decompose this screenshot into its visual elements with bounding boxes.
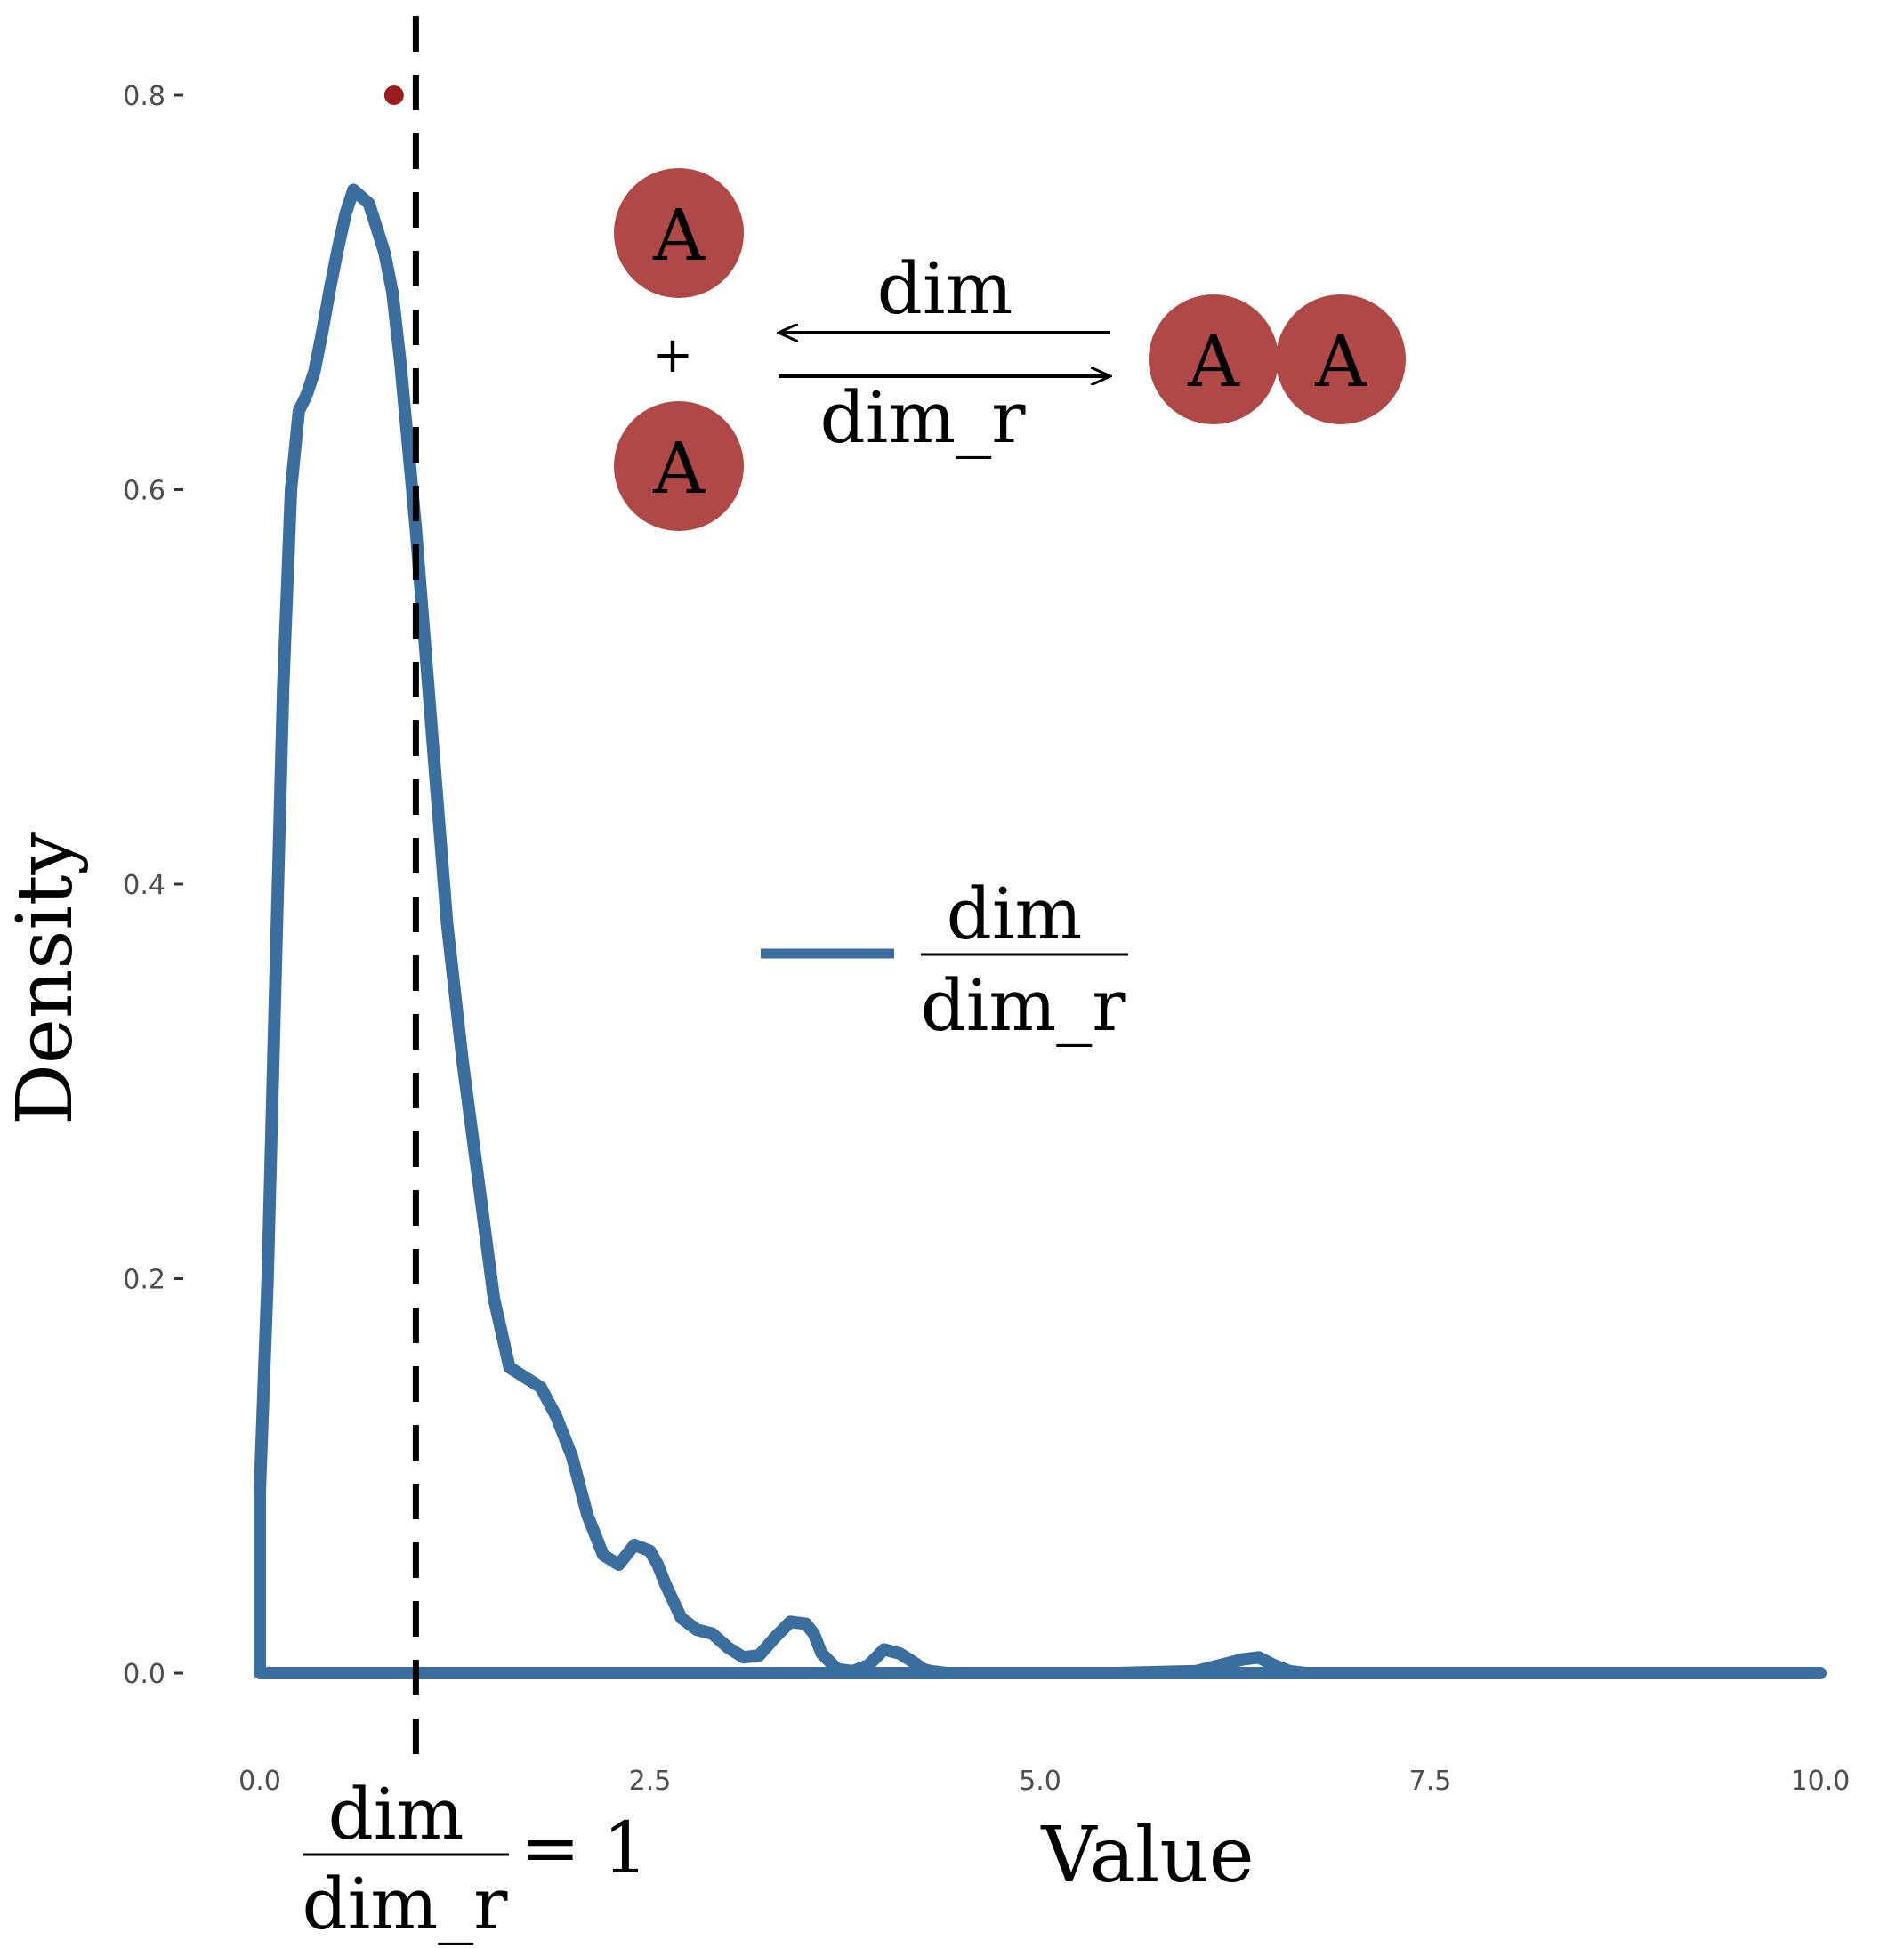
- x-axis: 0.0 2.5 5.0 7.5 10.0: [238, 1766, 1850, 1797]
- y-axis-title: Density: [1, 832, 90, 1125]
- legend-denominator: dim_r: [921, 964, 1127, 1047]
- density-line: [254, 183, 1827, 1679]
- y-tick-label: 0.2: [123, 1265, 165, 1296]
- monomer-label-bottom: A: [652, 427, 706, 510]
- ratio-annotation: dim dim_r = 1: [303, 1773, 649, 1945]
- monomer-sphere-bottom: [614, 401, 744, 531]
- plus-sign: +: [652, 326, 694, 384]
- x-tick-label: 2.5: [629, 1766, 672, 1797]
- ratio-denominator: dim_r: [303, 1863, 509, 1945]
- x-tick-label: 7.5: [1409, 1766, 1452, 1797]
- dimer-sphere-right: [1276, 294, 1406, 424]
- y-axis: 0.0 0.2 0.4 0.6 0.8: [123, 81, 183, 1690]
- ratio-numerator: dim: [328, 1773, 464, 1855]
- y-tick-label: 0.8: [123, 81, 165, 112]
- forward-rate-label: dim: [877, 247, 1013, 330]
- monomer-sphere-top: [614, 168, 744, 298]
- y-tick-label: 0.6: [123, 476, 165, 507]
- marker-point: [383, 85, 404, 105]
- y-tick-label: 0.4: [123, 870, 165, 901]
- dimer-label-right: A: [1314, 320, 1367, 403]
- x-tick-label: 0.0: [238, 1766, 281, 1797]
- reverse-rate-label: dim_r: [820, 376, 1027, 459]
- dimer-label-left: A: [1187, 320, 1240, 403]
- x-tick-label: 10.0: [1791, 1766, 1851, 1797]
- dimer-sphere-left: [1149, 294, 1279, 424]
- legend: dim dim_r: [761, 873, 1128, 1047]
- x-axis-title: Value: [1040, 1811, 1254, 1900]
- monomer-label-top: A: [652, 194, 706, 277]
- y-tick-label: 0.0: [123, 1659, 165, 1690]
- reaction-scheme: A + A dim dim_r A A: [614, 168, 1406, 531]
- legend-numerator: dim: [947, 873, 1083, 955]
- ratio-equals: = 1: [520, 1807, 648, 1889]
- x-tick-label: 5.0: [1019, 1766, 1061, 1797]
